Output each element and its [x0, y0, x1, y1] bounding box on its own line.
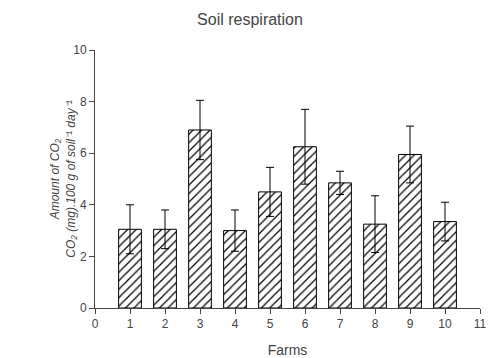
- svg-text:Amount of CO₂CO₂ (mg).100 g of: Amount of CO₂CO₂ (mg).100 g of soil⁻¹ da…: [48, 100, 78, 257]
- svg-text:8: 8: [372, 317, 379, 331]
- svg-text:0: 0: [92, 317, 99, 331]
- svg-text:0: 0: [80, 301, 87, 315]
- svg-text:10: 10: [438, 317, 452, 331]
- svg-text:2: 2: [80, 250, 87, 264]
- svg-text:1: 1: [127, 317, 134, 331]
- svg-text:4: 4: [80, 198, 87, 212]
- svg-text:8: 8: [80, 95, 87, 109]
- svg-text:9: 9: [407, 317, 414, 331]
- svg-text:6: 6: [302, 317, 309, 331]
- svg-text:3: 3: [197, 317, 204, 331]
- svg-text:4: 4: [232, 317, 239, 331]
- svg-text:5: 5: [267, 317, 274, 331]
- svg-text:11: 11: [474, 317, 487, 331]
- svg-text:2: 2: [162, 317, 169, 331]
- svg-text:7: 7: [337, 317, 344, 331]
- svg-text:6: 6: [80, 146, 87, 160]
- svg-text:Soil respiration: Soil respiration: [197, 11, 303, 28]
- svg-text:Farms: Farms: [268, 342, 308, 358]
- svg-text:10: 10: [73, 43, 87, 57]
